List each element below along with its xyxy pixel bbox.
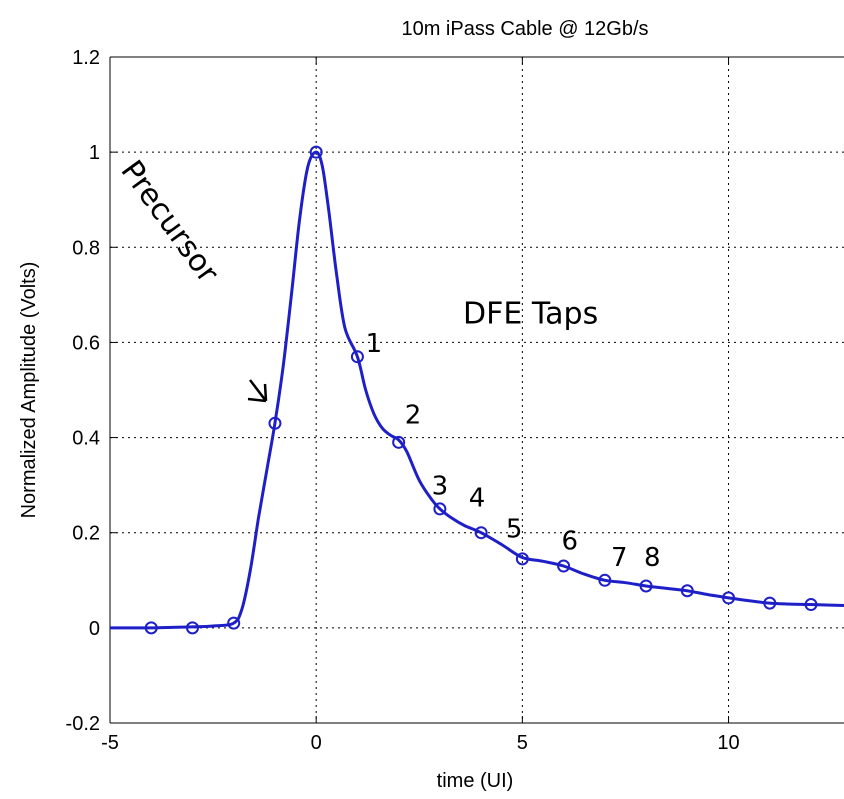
series xyxy=(109,145,844,635)
sample-marker xyxy=(722,591,736,605)
x-tick-label: 10 xyxy=(717,732,739,754)
y-axis-title: Normalized Amplitude (Volts) xyxy=(18,262,40,519)
x-tick-label: -5 xyxy=(101,732,119,754)
sample-marker xyxy=(309,145,323,159)
y-tick-label: -0.2 xyxy=(66,713,100,735)
tap-number-label: 3 xyxy=(432,472,449,502)
y-tick-label: 0.8 xyxy=(72,237,100,259)
tap-number-label: 4 xyxy=(469,484,486,514)
x-axis-title: time (UI) xyxy=(437,770,514,792)
sample-marker xyxy=(268,416,282,430)
sample-marker xyxy=(227,616,241,630)
tap-number-label: 2 xyxy=(405,400,422,430)
precursor-annotation: Precursor xyxy=(114,154,226,290)
sample-marker xyxy=(804,598,818,612)
y-tick-label: 0.4 xyxy=(72,428,100,450)
tap-number-label: 5 xyxy=(506,514,523,544)
tap-number-label: 6 xyxy=(562,526,579,556)
sample-marker xyxy=(639,579,653,593)
dfe-taps-annotation: DFE Taps xyxy=(463,296,598,331)
sample-marker xyxy=(763,596,777,610)
sample-marker xyxy=(144,621,158,635)
sample-marker xyxy=(515,552,529,566)
y-tick-label: 0.2 xyxy=(72,523,100,545)
x-tick-label: 5 xyxy=(517,732,528,754)
axes: -5 0 5 10 -0.2 0 0.2 0.4 0.6 0.8 1 1.2 xyxy=(66,47,844,754)
sample-marker xyxy=(433,502,447,516)
precursor-arrow xyxy=(247,379,268,403)
tap-number-label: 1 xyxy=(366,329,383,359)
pulse-response-line xyxy=(109,150,844,630)
sample-marker xyxy=(680,584,694,598)
tap-number-label: 8 xyxy=(644,543,661,573)
sample-marker xyxy=(598,573,612,587)
y-tick-label: 1.2 xyxy=(72,47,100,69)
y-tick-label: 0.6 xyxy=(72,332,100,354)
x-tick-label: 0 xyxy=(311,732,322,754)
y-tick-label: 1 xyxy=(89,142,100,164)
y-tick-label: 0 xyxy=(89,618,100,640)
annotations: Precursor DFE Taps 1 2 3 45 6 7 8 xyxy=(114,154,661,573)
sample-marker xyxy=(392,435,406,449)
tap-number-label: 7 xyxy=(611,543,628,573)
sample-marker xyxy=(350,350,364,364)
sample-marker xyxy=(185,621,199,635)
sample-marker xyxy=(557,559,571,573)
sample-marker xyxy=(474,526,488,540)
chart-title: 10m iPass Cable @ 12Gb/s xyxy=(401,18,648,40)
grid xyxy=(110,57,844,723)
